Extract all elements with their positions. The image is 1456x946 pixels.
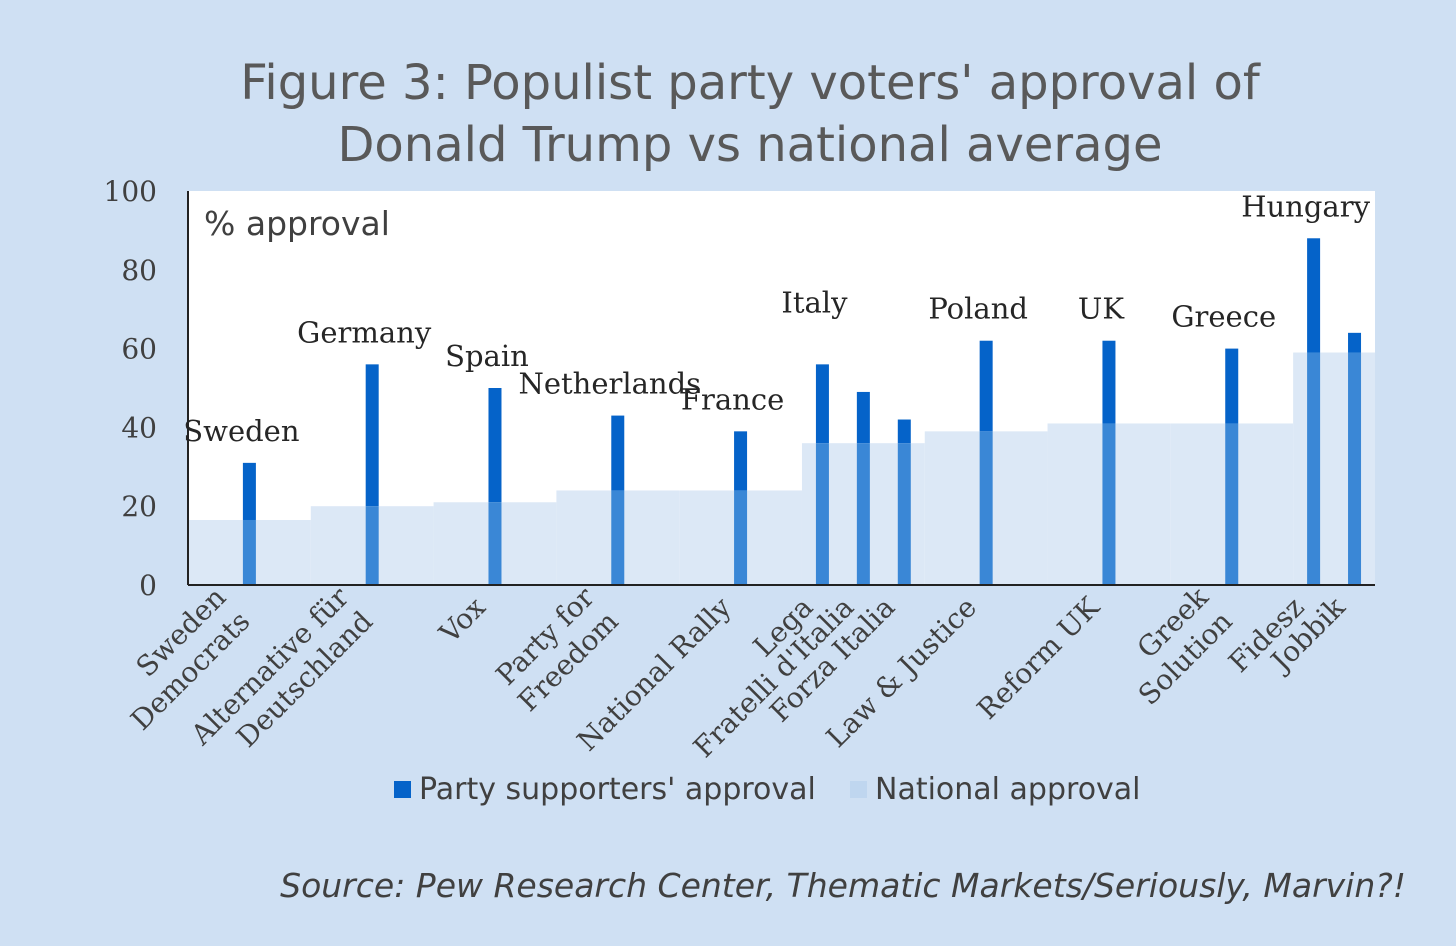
party-bar [611,415,625,491]
party-bar [856,391,870,444]
party-bar [1225,348,1239,424]
chart-title: Figure 3: Populist party voters' approva… [0,52,1456,176]
y-tick-label: 40 [121,411,157,444]
legend-label-party: Party supporters' approval [419,772,816,807]
y-tick-label: 20 [121,490,157,523]
x-tick-label: Party forFreedom [487,580,625,718]
y-tick-label: 100 [104,175,157,208]
party-bar [734,431,748,491]
legend-national: National approval [850,772,1141,807]
title-line-2: Donald Trump vs national average [337,117,1163,173]
party-bar-national-overlap [856,443,870,585]
party-bar-national-overlap [488,502,502,585]
legend-swatch-national [850,781,867,798]
legend-label-national: National approval [875,772,1141,807]
party-bar [488,388,502,503]
party-bar-national-overlap [242,519,256,585]
party-bar-national-overlap [365,506,379,585]
x-tick-label-line: Vox [432,590,492,650]
party-bar [815,364,829,444]
country-label: Sweden [183,414,299,448]
party-bar-national-overlap [734,490,748,585]
party-bar [1307,238,1321,353]
national-area-hungary [1293,352,1375,585]
party-bar [1348,332,1362,353]
x-tick-label: Vox [432,590,492,650]
party-bar [242,462,256,520]
country-label: Netherlands [518,367,701,401]
party-bar-national-overlap [815,443,829,585]
party-bar-national-overlap [1225,423,1239,585]
country-label: Greece [1171,300,1276,334]
country-label: Italy [781,285,848,319]
party-bar [365,364,379,507]
x-tick-label: Reform UK [971,590,1107,726]
country-label: Poland [928,292,1028,326]
y-tick-label: 0 [139,569,157,602]
legend-swatch-party [394,781,411,798]
party-bar [979,340,993,432]
party-bar-national-overlap [897,443,911,585]
party-bar-national-overlap [1348,352,1362,585]
party-bar-national-overlap [979,431,993,585]
y-axis-label: % approval [204,204,390,243]
x-tick-label: GreekSolution [1108,580,1240,712]
party-bar-national-overlap [1102,423,1116,585]
x-tick-label-line: Reform UK [971,590,1107,726]
country-label: Hungary [1241,189,1370,223]
y-tick-label: 80 [121,254,157,287]
country-label: France [681,382,784,416]
country-label: Germany [297,315,432,349]
title-line-1: Figure 3: Populist party voters' approva… [240,55,1260,111]
party-bar-national-overlap [611,490,625,585]
party-bar [897,419,911,444]
source-note: Source: Pew Research Center, Thematic Ma… [280,866,1406,905]
y-tick-label: 60 [121,333,157,366]
country-label: Spain [445,339,529,373]
party-bar [1102,340,1116,424]
country-label: UK [1078,292,1125,326]
party-bar-national-overlap [1307,352,1321,585]
legend-party: Party supporters' approval [394,772,816,807]
